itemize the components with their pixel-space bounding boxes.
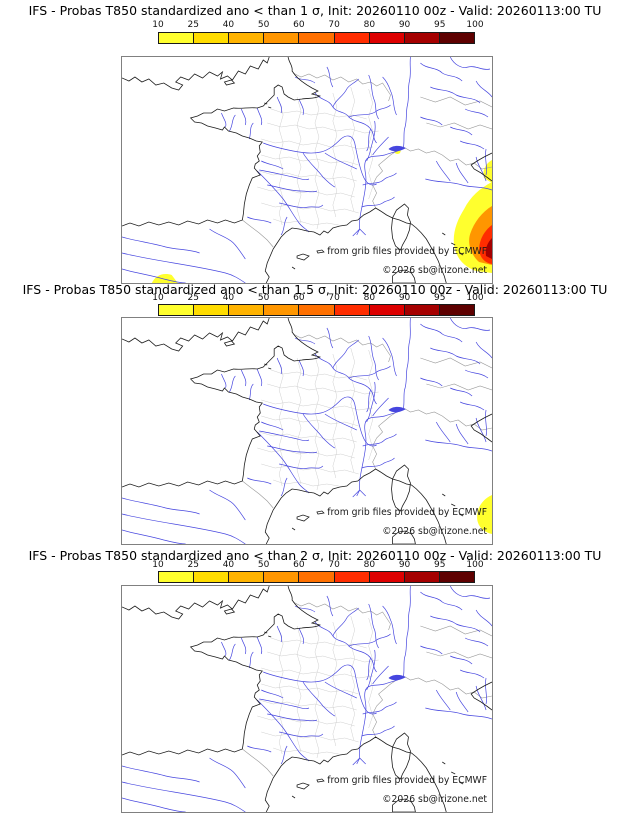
colorbar-tick: 50 xyxy=(257,560,270,570)
colorbar-tick: 10 xyxy=(152,20,164,30)
colorbar-tick: 95 xyxy=(434,560,446,570)
colorbar-tick: 60 xyxy=(293,560,305,570)
colorbar-tick: 70 xyxy=(328,293,340,303)
colorbar-segment xyxy=(229,572,265,582)
panel-title: IFS - Probas T850 standardized ano < tha… xyxy=(22,282,608,297)
colorbar-segment xyxy=(229,305,265,315)
colorbar-tick: 60 xyxy=(293,20,305,30)
colorbar-tick: 80 xyxy=(363,560,376,570)
colorbar-tick: 70 xyxy=(328,560,340,570)
credit-ecmwf: from grib files provided by ECMWF xyxy=(327,246,487,257)
colorbar-segment xyxy=(404,305,440,315)
map-frame: from grib files provided by ECMWF ©2026 … xyxy=(121,317,493,545)
map-frame: from grib files provided by ECMWF ©2026 … xyxy=(121,56,493,284)
colorbar-segment xyxy=(439,33,474,43)
colorbar-tick: 95 xyxy=(434,20,446,30)
panel-title: IFS - Probas T850 standardized ano < tha… xyxy=(28,548,602,563)
colorbar-tick: 90 xyxy=(398,560,411,570)
map-frame: from grib files provided by ECMWF ©2026 … xyxy=(121,585,493,813)
colorbar-segment xyxy=(299,305,335,315)
colorbar-segment xyxy=(229,33,265,43)
colorbar-segment xyxy=(194,305,230,315)
credit-copyright: ©2026 sb@irizone.net xyxy=(382,265,487,276)
colorbar-segment xyxy=(334,305,370,315)
colorbar-tick: 10 xyxy=(152,560,164,570)
colorbar-segment xyxy=(334,33,370,43)
colorbar-tick: 100 xyxy=(466,20,484,30)
colorbar xyxy=(158,32,475,44)
colorbar-segment xyxy=(369,572,405,582)
colorbar-tick: 40 xyxy=(222,560,235,570)
colorbar-tick: 80 xyxy=(363,20,376,30)
colorbar-segment xyxy=(264,33,300,43)
colorbar xyxy=(158,571,475,583)
colorbar-tick: 50 xyxy=(257,20,270,30)
colorbar-tick: 70 xyxy=(328,20,340,30)
colorbar-tick: 95 xyxy=(434,293,446,303)
colorbar-segment xyxy=(369,33,405,43)
colorbar-tick: 90 xyxy=(398,293,411,303)
colorbar-tick: 60 xyxy=(293,293,305,303)
colorbar-ticks: 10 25 40 50 60 70 80 90 95 100 xyxy=(152,560,483,570)
credit-ecmwf: from grib files provided by ECMWF xyxy=(327,507,487,518)
colorbar-segment xyxy=(369,305,405,315)
panel-title: IFS - Probas T850 standardized ano < tha… xyxy=(28,3,602,18)
colorbar-segment xyxy=(159,33,195,43)
colorbar-segment xyxy=(404,33,440,43)
colorbar-segment xyxy=(194,33,230,43)
colorbar xyxy=(158,304,475,316)
colorbar-segment xyxy=(439,572,474,582)
colorbar-ticks: 10 25 40 50 60 70 80 90 95 100 xyxy=(152,293,483,303)
prob-blob-yellow-coast xyxy=(483,160,492,183)
colorbar-segment xyxy=(194,572,230,582)
colorbar-tick: 100 xyxy=(466,293,484,303)
colorbar-segment xyxy=(334,572,370,582)
colorbar-ticks: 10 25 40 50 60 70 80 90 95 100 xyxy=(152,20,483,30)
colorbar-segment xyxy=(159,572,195,582)
credit-copyright: ©2026 sb@irizone.net xyxy=(382,526,487,537)
colorbar-tick: 90 xyxy=(398,20,411,30)
colorbar-tick: 25 xyxy=(187,293,199,303)
colorbar-segment xyxy=(264,572,300,582)
colorbar-segment xyxy=(264,305,300,315)
prob-blob-yellow xyxy=(477,495,492,534)
colorbar-tick: 40 xyxy=(222,293,235,303)
colorbar-tick: 40 xyxy=(222,20,235,30)
colorbar-segment xyxy=(299,33,335,43)
colorbar-tick: 50 xyxy=(257,293,270,303)
credit-ecmwf: from grib files provided by ECMWF xyxy=(327,775,487,786)
credit-copyright: ©2026 sb@irizone.net xyxy=(382,794,487,805)
probability-shading xyxy=(477,495,492,534)
colorbar-tick: 80 xyxy=(363,293,376,303)
colorbar-tick: 100 xyxy=(466,560,484,570)
colorbar-tick: 25 xyxy=(187,20,199,30)
colorbar-tick: 10 xyxy=(152,293,164,303)
colorbar-segment xyxy=(404,572,440,582)
probability-shading xyxy=(151,148,492,283)
prob-blob-dark-red xyxy=(485,238,492,259)
colorbar-segment xyxy=(299,572,335,582)
colorbar-segment xyxy=(159,305,195,315)
colorbar-tick: 25 xyxy=(187,560,199,570)
colorbar-segment xyxy=(439,305,474,315)
